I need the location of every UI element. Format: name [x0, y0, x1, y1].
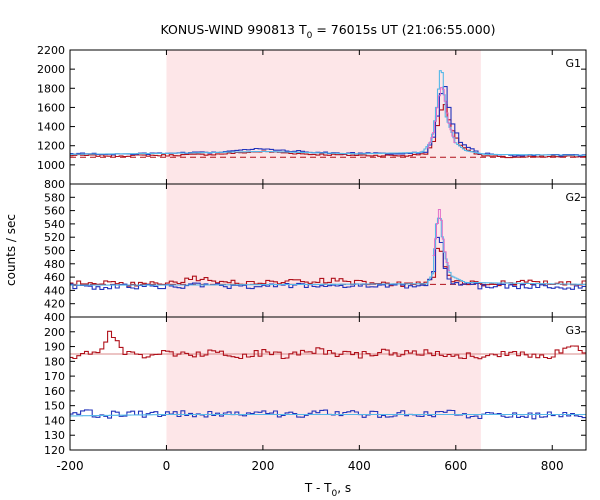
y-tick-label: 1200	[37, 140, 65, 153]
y-tick-label: 1000	[37, 159, 65, 172]
x-tick-label: 600	[444, 459, 467, 473]
y-tick-label: 400	[44, 311, 65, 324]
y-tick-label: 180	[44, 355, 65, 368]
chart-title: KONUS-WIND 990813 T0 = 76015s UT (21:06:…	[160, 22, 495, 41]
series-blue-g2	[70, 236, 586, 290]
y-tick-label: 130	[44, 429, 65, 442]
series-red-g1	[70, 104, 586, 159]
panels: 8001000120014001600180020002200G14004204…	[37, 44, 587, 473]
series-cyan-g3	[70, 413, 586, 417]
y-tick-label: 2200	[37, 44, 65, 57]
series-pink-g2	[432, 209, 450, 271]
y-tick-label: 560	[44, 205, 65, 218]
y-tick-label: 150	[44, 400, 65, 413]
series-red-g3	[70, 330, 586, 360]
source-interval-shade	[166, 317, 481, 450]
panel-frame	[69, 316, 587, 451]
x-axis-label: T - T0, s	[304, 481, 351, 499]
x-tick-label: -200	[56, 459, 83, 473]
x-tick-label: 200	[251, 459, 274, 473]
series-blue-g3	[70, 409, 586, 420]
y-tick-label: 140	[44, 414, 65, 427]
y-tick-label: 190	[44, 341, 65, 354]
source-interval-shade	[166, 50, 481, 184]
y-tick-label: 170	[44, 370, 65, 383]
y-tick-label: 580	[44, 191, 65, 204]
x-tick-label: 400	[348, 459, 371, 473]
panel-label: G2	[565, 191, 581, 204]
y-tick-label: 1600	[37, 101, 65, 114]
series-pink-g1	[426, 87, 456, 149]
panel-label: G1	[565, 57, 581, 70]
y-tick-label: 1400	[37, 121, 65, 134]
y-tick-label: 120	[44, 444, 65, 457]
y-tick-label: 540	[44, 218, 65, 231]
series-cyan-g1	[70, 70, 586, 156]
y-tick-label: 500	[44, 245, 65, 258]
y-tick-label: 800	[44, 178, 65, 191]
x-tick-label: 800	[541, 459, 564, 473]
series-cyan-g2	[70, 217, 586, 286]
y-tick-label: 420	[44, 298, 65, 311]
y-tick-label: 160	[44, 385, 65, 398]
y-tick-label: 1800	[37, 82, 65, 95]
y-tick-label: 460	[44, 271, 65, 284]
panel-label: G3	[565, 324, 581, 337]
y-tick-label: 440	[44, 284, 65, 297]
x-tick-label: 0	[163, 459, 171, 473]
y-tick-label: 2000	[37, 63, 65, 76]
y-tick-label: 480	[44, 258, 65, 271]
source-interval-shade	[166, 184, 481, 317]
y-axis-label: counts / sec	[4, 214, 18, 286]
y-tick-label: 520	[44, 231, 65, 244]
y-tick-label: 200	[44, 326, 65, 339]
